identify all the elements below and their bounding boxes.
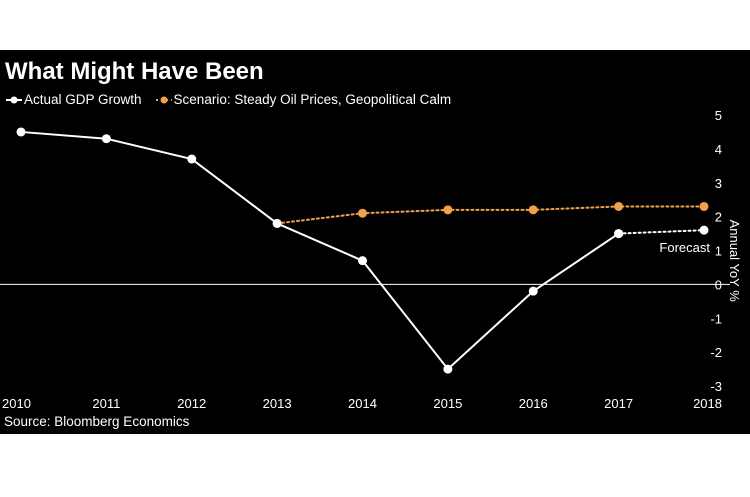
y-tick-label: 0: [715, 277, 722, 292]
chart-axes: 5 4 3 2 1 0 -1 -2 -3 2010 2011 2012 2013 2014 2015 2016…: [0, 108, 742, 411]
y-tick-label: -2: [710, 345, 722, 360]
data-point: [699, 201, 709, 211]
x-tick-label: 2017: [604, 396, 633, 411]
data-point: [187, 154, 197, 164]
data-point: [443, 364, 453, 374]
chart-title: What Might Have Been: [5, 58, 264, 85]
y-tick-label: 5: [715, 108, 722, 123]
series-line: [276, 205, 705, 225]
data-point: [614, 201, 624, 211]
data-point: [272, 218, 282, 228]
y-tick-label: 1: [715, 244, 722, 259]
x-tick-label: 2018: [693, 396, 722, 411]
y-tick-label: -3: [710, 379, 722, 394]
chart-series: [16, 127, 709, 374]
annotation-label: Forecast: [659, 240, 710, 255]
legend-swatch-scenario: [155, 96, 172, 103]
source-note: Source: Bloomberg Economics: [4, 414, 190, 429]
legend-item-actual: Actual GDP Growth: [6, 92, 142, 107]
data-point: [528, 205, 538, 215]
x-tick-label: 2012: [177, 396, 206, 411]
legend-label-scenario: Scenario: Steady Oil Prices, Geopolitica…: [173, 92, 452, 107]
series-line: [617, 229, 705, 235]
legend-label-actual: Actual GDP Growth: [24, 92, 142, 107]
x-tick-label: 2016: [519, 396, 548, 411]
x-tick-label: 2013: [263, 396, 292, 411]
chart-labels: Forecast: [659, 240, 710, 255]
y-tick-label: 3: [715, 176, 722, 191]
x-tick-label: 2014: [348, 396, 377, 411]
y-axis-title: Annual YoY %: [727, 220, 742, 303]
y-tick-label: -1: [710, 311, 722, 326]
data-point: [358, 256, 367, 266]
legend: Actual GDP Growth Scenario: Steady Oil P…: [6, 92, 465, 107]
data-point: [443, 205, 453, 215]
data-point: [528, 286, 538, 296]
x-tick-label: 2010: [2, 396, 31, 411]
line-chart: 5 4 3 2 1 0 -1 -2 -3 2010 2011 2012 2013 2014 2015 2016…: [0, 108, 742, 411]
data-point: [699, 225, 709, 235]
y-tick-label: 2: [715, 210, 722, 225]
chart-panel: What Might Have Been Actual GDP Growth S…: [0, 50, 750, 434]
y-tick-label: 4: [715, 142, 722, 157]
data-point: [358, 208, 367, 218]
x-tick-label: 2015: [433, 396, 462, 411]
data-point: [614, 229, 624, 239]
x-tick-label: 2011: [92, 396, 120, 411]
legend-swatch-actual: [6, 96, 22, 103]
series-line: [20, 130, 620, 371]
data-point: [16, 127, 26, 137]
legend-item-scenario: Scenario: Steady Oil Prices, Geopolitica…: [155, 92, 452, 107]
data-point: [101, 134, 111, 144]
